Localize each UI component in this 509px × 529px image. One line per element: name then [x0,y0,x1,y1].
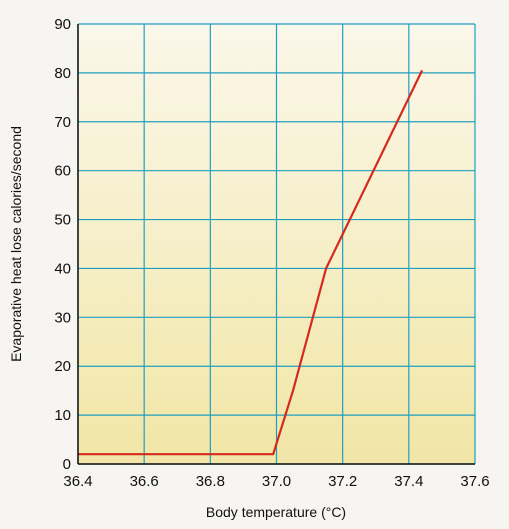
y-tick-label: 50 [54,212,71,229]
y-tick-label: 40 [54,260,71,277]
x-tick-label: 37.2 [328,473,357,490]
y-tick-label: 60 [54,163,71,180]
y-tick-label: 10 [54,407,71,424]
y-axis-title: Evaporative heat lose calories/second [8,126,24,362]
y-tick-label: 90 [54,16,71,33]
y-tick-label: 30 [54,309,71,326]
x-tick-label: 36.4 [63,473,92,490]
series-line [78,69,424,456]
y-tick-label: 70 [54,114,71,131]
y-tick-label: 0 [63,456,71,473]
x-axis-title: Body temperature (°C) [206,504,346,520]
x-tick-label: 36.8 [196,473,225,490]
x-tick-label: 37.0 [262,473,291,490]
axes [77,24,475,465]
y-tick-label: 80 [54,65,71,82]
x-tick-label: 37.6 [460,473,489,490]
y-tick-label: 20 [54,358,71,375]
x-tick-labels: 36.4 36.6 36.8 37.0 37.2 37.4 37.6 [63,473,489,490]
y-tick-labels: 0 10 20 30 40 50 60 70 80 90 [54,16,71,473]
x-tick-label: 37.4 [394,473,423,490]
x-tick-label: 36.6 [130,473,159,490]
data-series [78,69,424,456]
